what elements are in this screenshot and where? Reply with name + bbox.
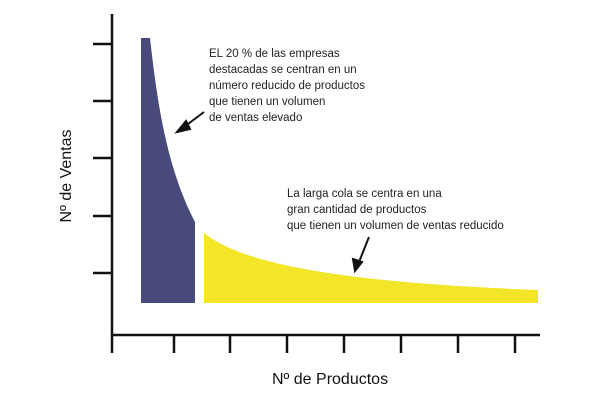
y-axis-label: Nº de Ventas <box>58 129 75 223</box>
x-ticks <box>110 335 517 353</box>
tail-area <box>204 233 538 303</box>
arrow-tail-annotation <box>351 236 370 274</box>
head-annotation-text: EL 20 % de las empresas destacadas se ce… <box>209 48 365 124</box>
tail-annotation-text: La larga cola se centra en una gran cant… <box>287 188 504 232</box>
x-axis-label: Nº de Productos <box>271 371 389 388</box>
y-ticks <box>93 42 112 275</box>
arrow-head-annotation <box>174 111 205 134</box>
head-area <box>141 38 195 303</box>
